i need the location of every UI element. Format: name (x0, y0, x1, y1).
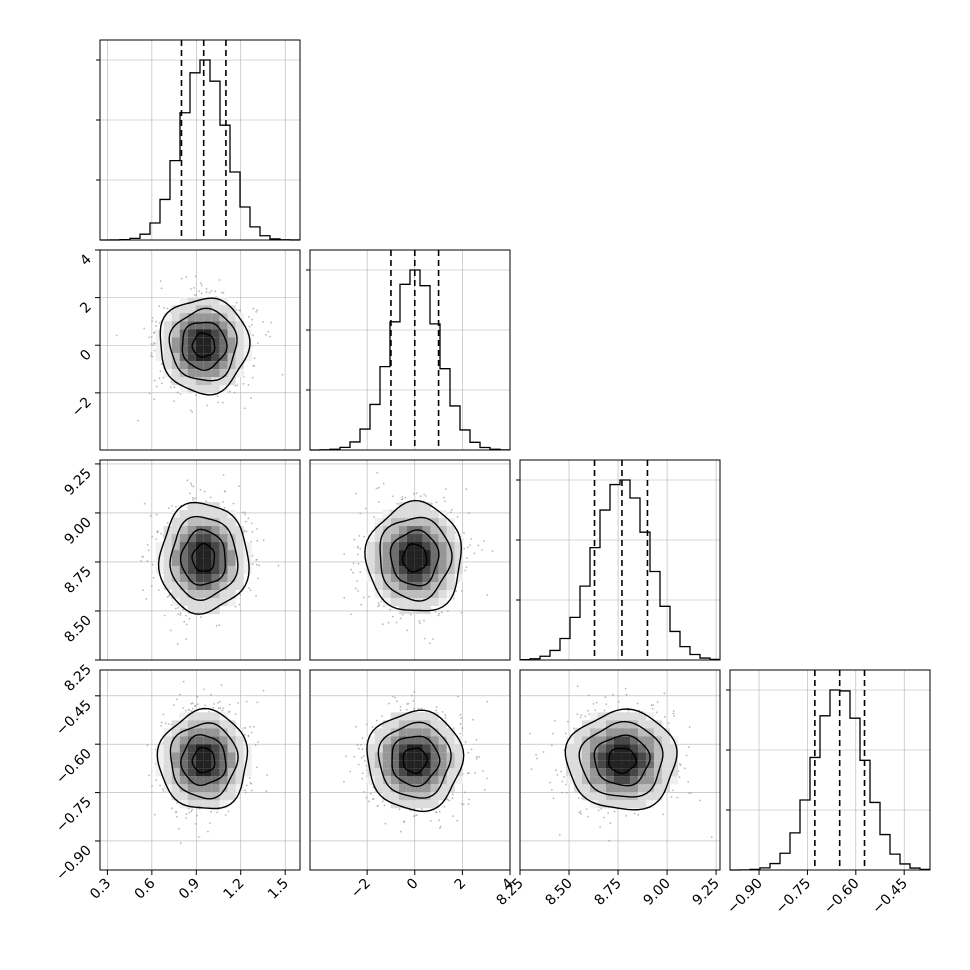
contour-1-0-0 (159, 297, 251, 396)
panel-frame-1-0 (99, 249, 301, 451)
contour-1-0-2 (181, 321, 228, 371)
scatter-panel-2-1 (309, 459, 511, 661)
y-tick-label-3-3: −0.45 (53, 697, 95, 739)
x-tick-label-2-0: 8.25 (493, 876, 526, 909)
contour-3-2-3 (608, 747, 638, 775)
x-tick-label-3-2: −0.60 (821, 876, 863, 918)
x-tick-label-2-3: 9.00 (641, 876, 674, 909)
y-tick-label-3-1: −0.75 (53, 794, 95, 836)
x-tick-label-0-2: 0.9 (176, 876, 203, 903)
x-tick-label-1-2: 2 (452, 876, 470, 894)
panel-frame-3-0 (99, 669, 301, 871)
contour-2-0-2 (179, 528, 226, 586)
contour-3-1-1 (377, 721, 452, 799)
histogram-step-line-2 (520, 479, 720, 661)
x-tick-label-2-2: 8.75 (592, 876, 625, 909)
contour-3-0-2 (180, 734, 227, 786)
scatter-panel-3-0 (99, 669, 301, 871)
panel-frame-3-3 (729, 669, 931, 871)
x-tick-label-1-1: 0 (404, 876, 422, 894)
contour-3-1-0 (366, 709, 465, 813)
contour-2-0-3 (191, 542, 216, 572)
x-tick-label-0-3: 1.2 (221, 876, 248, 903)
scatter-panel-2-0 (99, 459, 301, 661)
contour-2-1-1 (379, 516, 453, 602)
panel-frame-3-1 (309, 669, 511, 871)
y-tick-label-2-0: 8.25 (61, 662, 94, 695)
histogram-panel-2 (516, 459, 721, 661)
y-tick-label-2-3: 9.00 (61, 514, 94, 547)
panel-frame-2-1 (309, 459, 511, 661)
panel-frame-3-2 (519, 669, 721, 871)
panel-frame-0-0 (99, 39, 301, 241)
panel-frame-2-2 (519, 459, 721, 661)
contour-2-1-3 (401, 543, 428, 573)
x-tick-label-0-4: 1.5 (265, 876, 292, 903)
contour-3-2-0 (564, 708, 678, 811)
contour-1-0-1 (168, 307, 238, 382)
panel-frame-1-1 (309, 249, 511, 451)
histogram-step-line-3 (730, 689, 930, 871)
contour-3-1-2 (391, 735, 441, 788)
y-tick-label-1-1: 0 (77, 347, 95, 365)
contour-3-0-1 (169, 722, 239, 800)
histogram-step-line-0 (100, 59, 300, 241)
contour-2-1-0 (364, 499, 463, 612)
histogram-step-line-1 (310, 269, 510, 451)
y-tick-label-3-0: −0.90 (53, 842, 95, 884)
contour-1-0-3 (191, 332, 216, 358)
x-tick-label-3-3: −0.45 (869, 876, 911, 918)
scatter-panel-3-2 (519, 669, 721, 871)
y-tick-label-1-0: −2 (69, 394, 95, 420)
x-tick-label-2-1: 8.50 (542, 876, 575, 909)
contour-2-1-2 (389, 529, 440, 587)
histogram-panel-0 (96, 39, 301, 241)
contour-3-2-1 (578, 721, 664, 798)
x-tick-label-1-0: −2 (348, 876, 374, 902)
scatter-panel-1-0 (99, 249, 301, 451)
histogram-panel-1 (306, 249, 511, 451)
y-tick-label-3-2: −0.60 (53, 746, 95, 788)
y-tick-label-1-3: 4 (77, 251, 95, 269)
x-tick-label-2-4: 9.25 (690, 876, 723, 909)
contour-3-0-0 (156, 707, 249, 810)
panel-frame-2-0 (99, 459, 301, 661)
y-tick-label-2-4: 9.25 (61, 465, 94, 498)
contour-3-1-3 (402, 747, 428, 775)
y-tick-label-1-2: 2 (77, 299, 95, 317)
contour-2-0-1 (169, 515, 239, 602)
x-tick-label-3-0: −0.90 (724, 876, 766, 918)
contour-3-0-3 (191, 746, 216, 774)
x-tick-label-0-1: 0.6 (132, 875, 159, 902)
y-tick-label-2-1: 8.50 (61, 612, 94, 645)
y-tick-label-2-2: 8.75 (61, 563, 94, 596)
histogram-panel-3 (726, 669, 931, 871)
x-tick-label-0-0: 0.3 (87, 876, 114, 903)
x-tick-label-3-1: −0.75 (773, 876, 815, 918)
contour-3-2-2 (593, 734, 651, 787)
scatter-panel-3-1 (309, 669, 511, 871)
contour-2-0-0 (157, 501, 250, 615)
